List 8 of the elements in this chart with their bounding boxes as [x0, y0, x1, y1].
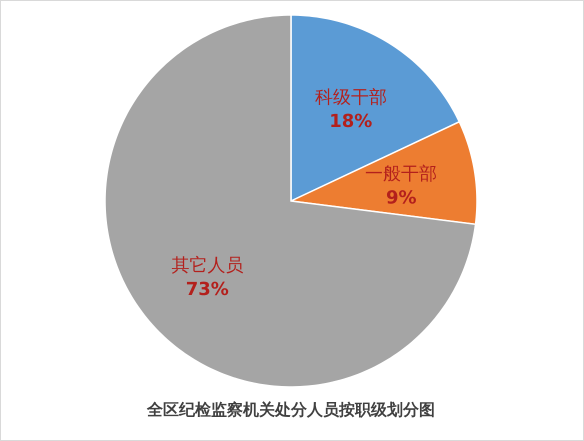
- slice-label: 一般干部: [365, 164, 438, 185]
- data-label: 73%: [186, 278, 229, 300]
- data-label: 9%: [386, 188, 417, 209]
- pie-slice: [104, 14, 476, 388]
- slice-label: 其它人员: [171, 254, 244, 276]
- data-label: 18%: [329, 110, 372, 132]
- slice-label: 科级干部: [314, 86, 387, 108]
- text: 全区纪检监察机关处分人员按职级划分图: [146, 400, 435, 419]
